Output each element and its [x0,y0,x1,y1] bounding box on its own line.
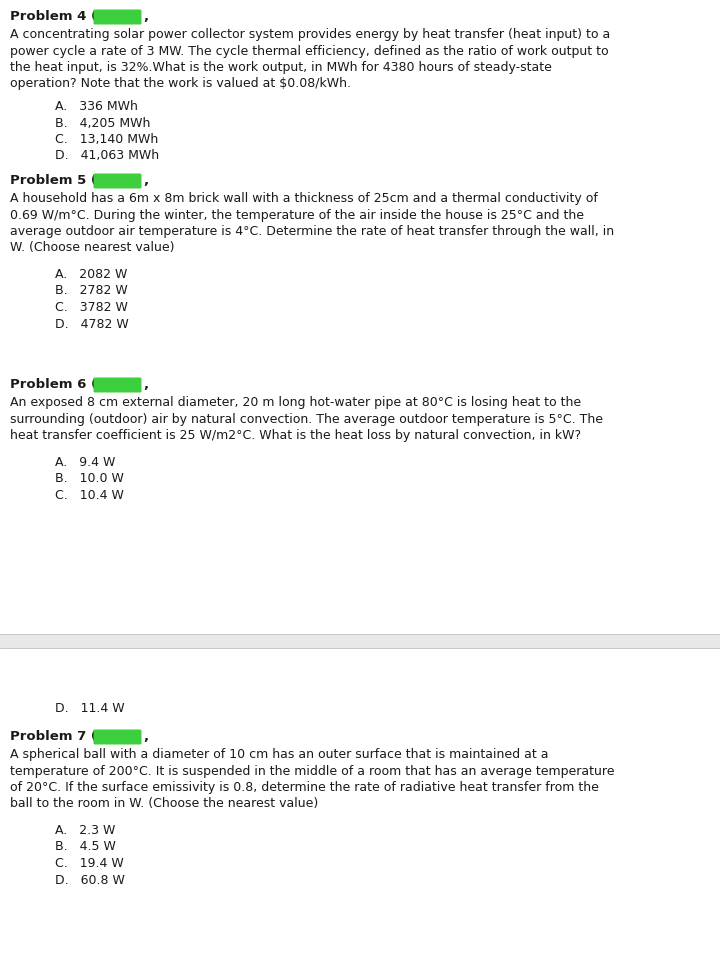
FancyBboxPatch shape [94,173,142,189]
FancyBboxPatch shape [94,10,142,24]
Text: of 20°C. If the surface emissivity is 0.8, determine the rate of radiative heat : of 20°C. If the surface emissivity is 0.… [10,781,599,794]
Text: A.   9.4 W: A. 9.4 W [55,456,115,469]
Text: ,: , [143,730,148,743]
Text: B.   10.0 W: B. 10.0 W [55,472,124,485]
Text: heat transfer coefficient is 25 W/m2°C. What is the heat loss by natural convect: heat transfer coefficient is 25 W/m2°C. … [10,429,581,442]
Text: W. (Choose nearest value): W. (Choose nearest value) [10,242,174,254]
Text: B.   4.5 W: B. 4.5 W [55,841,116,853]
Text: A.   2.3 W: A. 2.3 W [55,824,115,837]
Text: C.   19.4 W: C. 19.4 W [55,857,124,870]
Text: power cycle a rate of 3 MW. The cycle thermal efficiency, defined as the ratio o: power cycle a rate of 3 MW. The cycle th… [10,45,608,57]
Bar [0,634,720,648]
Text: C.   3782 W: C. 3782 W [55,301,128,314]
Text: operation? Note that the work is valued at $0.08/kWh.: operation? Note that the work is valued … [10,78,351,91]
Text: the heat input, is 32%.What is the work output, in MWh for 4380 hours of steady-: the heat input, is 32%.What is the work … [10,61,552,74]
Text: temperature of 200°C. It is suspended in the middle of a room that has an averag: temperature of 200°C. It is suspended in… [10,765,614,777]
Text: ,: , [143,10,148,23]
Text: ,: , [143,378,148,391]
Text: average outdoor air temperature is 4°C. Determine the rate of heat transfer thro: average outdoor air temperature is 4°C. … [10,225,614,238]
Text: Problem 5 (: Problem 5 ( [10,174,97,187]
FancyBboxPatch shape [94,730,142,744]
Text: B.   4,205 MWh: B. 4,205 MWh [55,117,150,130]
Text: D.   41,063 MWh: D. 41,063 MWh [55,149,159,163]
Text: A household has a 6m x 8m brick wall with a thickness of 25cm and a thermal cond: A household has a 6m x 8m brick wall wit… [10,192,598,205]
Text: C.   13,140 MWh: C. 13,140 MWh [55,133,158,146]
Text: 0.69 W/m°C. During the winter, the temperature of the air inside the house is 25: 0.69 W/m°C. During the winter, the tempe… [10,208,584,221]
Text: D.   60.8 W: D. 60.8 W [55,874,125,886]
Text: A concentrating solar power collector system provides energy by heat transfer (h: A concentrating solar power collector sy… [10,28,611,41]
Text: D.   4782 W: D. 4782 W [55,318,129,330]
Text: surrounding (outdoor) air by natural convection. The average outdoor temperature: surrounding (outdoor) air by natural con… [10,413,603,426]
Text: C.   10.4 W: C. 10.4 W [55,489,124,502]
Text: ball to the room in W. (Choose the nearest value): ball to the room in W. (Choose the neare… [10,798,318,810]
Text: Problem 6 (: Problem 6 ( [10,378,97,391]
Text: A spherical ball with a diameter of 10 cm has an outer surface that is maintaine: A spherical ball with a diameter of 10 c… [10,748,549,761]
Text: D.   11.4 W: D. 11.4 W [55,702,125,715]
Text: A.   336 MWh: A. 336 MWh [55,100,138,113]
Text: B.   2782 W: B. 2782 W [55,284,127,297]
Text: Problem 7 (: Problem 7 ( [10,730,97,743]
Text: An exposed 8 cm external diameter, 20 m long hot-water pipe at 80°C is losing he: An exposed 8 cm external diameter, 20 m … [10,396,581,409]
Text: A.   2082 W: A. 2082 W [55,268,127,281]
Text: ,: , [143,174,148,187]
FancyBboxPatch shape [94,378,142,393]
Text: Problem 4 (: Problem 4 ( [10,10,97,23]
